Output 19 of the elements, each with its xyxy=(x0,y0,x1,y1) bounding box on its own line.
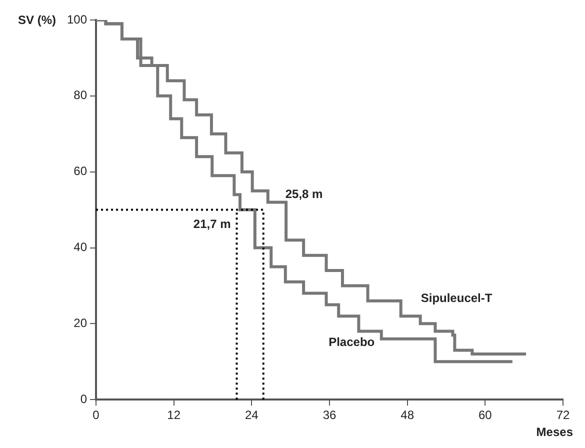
x-tick-label: 48 xyxy=(400,408,414,422)
y-tick-label: 20 xyxy=(74,316,88,330)
x-tick-label: 24 xyxy=(245,408,259,422)
x-tick-label: 0 xyxy=(92,408,100,422)
x-tick-label: 12 xyxy=(167,408,181,422)
ref-line-label: 25,8 m xyxy=(285,186,323,201)
series-label: Placebo xyxy=(328,335,375,350)
ref-line-label: 21,7 m xyxy=(193,216,231,231)
y-tick-label: 60 xyxy=(74,164,88,178)
x-tick-label: 36 xyxy=(322,408,337,422)
y-axis-title: SV (%) xyxy=(18,13,56,27)
x-tick-label: 72 xyxy=(556,408,570,422)
y-tick-label: 40 xyxy=(74,240,88,254)
x-tick-label: 60 xyxy=(478,408,492,422)
y-tick-label: 0 xyxy=(80,392,88,406)
series-label: Sipuleucel-T xyxy=(420,291,493,306)
y-tick-label: 100 xyxy=(66,12,88,26)
y-tick-label: 80 xyxy=(74,88,88,102)
x-axis-title: Meses xyxy=(536,425,574,439)
